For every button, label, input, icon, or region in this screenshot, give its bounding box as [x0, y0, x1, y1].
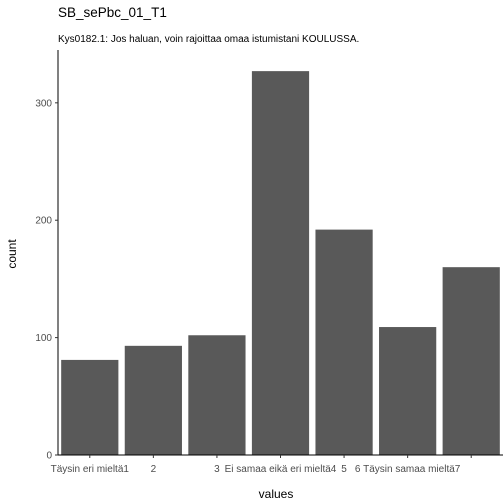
bar-1 [61, 359, 119, 455]
y-tick-label-0: 0 [46, 451, 52, 462]
bar-2 [124, 345, 182, 455]
ticks-layer: 0 100 200 300 Täysin eri mieltä1 2 3 Ei samaa e… [35, 98, 472, 475]
bar-7 [442, 267, 500, 455]
bar-4 [251, 71, 310, 455]
x-tick-label-3: 3 [214, 464, 220, 475]
y-tick-label-100: 100 [35, 333, 52, 344]
y-tick-label-300: 300 [35, 98, 52, 109]
y-tick-label-200: 200 [35, 216, 52, 227]
chart-title: SB_sePbc_01_T1 [58, 5, 167, 20]
x-tick-label-4: Ei samaa eikä eri mieltä4 [225, 464, 337, 475]
bar-6 [379, 327, 437, 455]
x-tick-label-1: Täysin eri mieltä1 [51, 464, 130, 475]
y-axis-title: count [5, 239, 19, 269]
x-tick-label-5: 5 [341, 464, 347, 475]
bars-layer [61, 71, 500, 455]
x-tick-label-2: 2 [151, 464, 157, 475]
bar-3 [188, 335, 246, 455]
x-axis-title: values [259, 487, 294, 501]
x-tick-label-6: 6 Täysin samaa mieltä7 [355, 464, 461, 475]
chart-subtitle: Kys0182.1: Jos haluan, voin rajoittaa om… [58, 34, 359, 45]
bar-5 [315, 229, 373, 455]
